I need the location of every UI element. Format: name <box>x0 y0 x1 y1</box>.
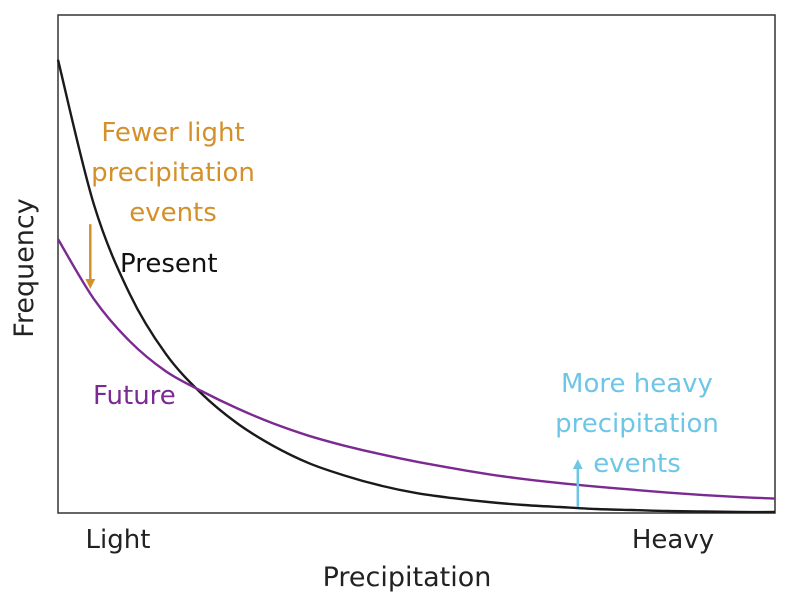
annotation-2-line-3: events <box>593 449 681 479</box>
annotation-1-line-1: Fewer light <box>101 118 244 148</box>
series-label-present: Present <box>120 249 218 279</box>
annotation-2-line-1: More heavy <box>561 369 713 399</box>
y-axis-label: Frequency <box>9 198 40 338</box>
annotation-1-line-2: precipitation <box>91 158 255 188</box>
x-tick-label-heavy: Heavy <box>632 525 714 555</box>
annotation-1-line-3: events <box>129 198 217 228</box>
series-line-future <box>56 238 776 500</box>
annotation-layer: Fewer light precipitation events More heavy… <box>85 118 719 507</box>
series-line-present <box>56 59 776 514</box>
annotation-2-line-2: precipitation <box>555 409 719 439</box>
x-tick-label-light: Light <box>86 525 151 555</box>
x-axis-label: Precipitation <box>323 562 492 593</box>
series-label-future: Future <box>93 381 176 411</box>
plot-frame <box>57 14 776 514</box>
series-layer: Present Future <box>56 59 776 514</box>
